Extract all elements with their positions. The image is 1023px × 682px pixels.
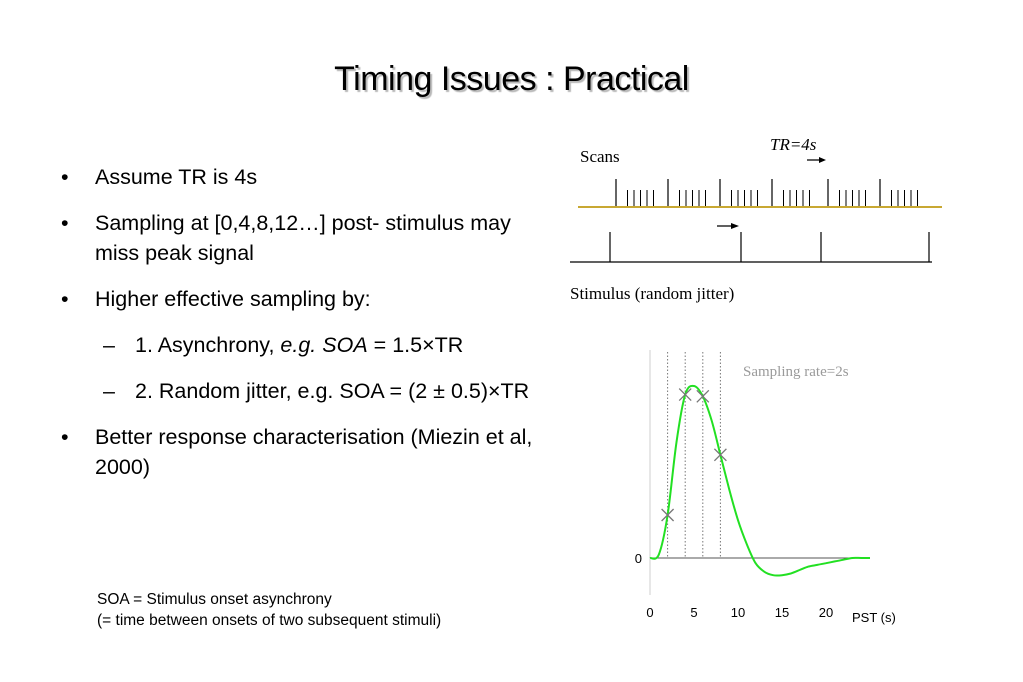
ratio-text: = 1.5×TR (373, 333, 464, 357)
x-tick-label: 10 (731, 605, 745, 620)
x-tick-label: 15 (775, 605, 789, 620)
scans-label: Scans (580, 147, 620, 166)
bullet-text: Better response characterisation (Miezin… (95, 425, 533, 479)
sample-markers (661, 388, 727, 522)
sub-bullet-text: 1. Asynchrony, (135, 333, 275, 357)
sample-marker (696, 389, 710, 403)
timeline-diagram: Scans TR=4s Stimulus (random jitter) (570, 135, 942, 303)
x-axis-label: PST (s) (852, 610, 896, 625)
bullet-item: • Sampling at [0,4,8,12…] post- stimulus… (55, 208, 555, 268)
footnote-line: SOA = Stimulus onset asynchrony (97, 591, 332, 608)
hrf-curve (649, 384, 870, 577)
bullet-marker: • (61, 211, 69, 235)
sample-marker (713, 448, 727, 462)
scan-ticks (615, 179, 918, 206)
bullet-item: • Higher effective sampling by: (55, 284, 555, 314)
stimulus-arrow (717, 223, 739, 229)
sub-bullet-item: – 2. Random jitter, e.g. SOA = (2 ± 0.5)… (55, 376, 555, 406)
bullet-marker: • (61, 287, 69, 311)
soa-text: SOA (322, 333, 368, 357)
hrf-chart: 0 5 10 15 20 0 Sampling rate=2s PST (s) (635, 350, 896, 625)
slide-title: Timing Issues : Practical (334, 60, 689, 98)
sub-bullet-item: – 1. Asynchrony, e.g. SOA = 1.5×TR (55, 330, 555, 360)
sub-bullet-marker: – (103, 379, 115, 403)
sub-bullet-marker: – (103, 333, 115, 357)
sample-marker (678, 388, 692, 402)
x-tick-labels: 0 5 10 15 20 (646, 605, 833, 620)
sampling-rate-annotation: Sampling rate=2s (743, 364, 849, 380)
x-tick-label: 20 (819, 605, 833, 620)
x-tick-label: 0 (646, 605, 653, 620)
stimulus-ticks (609, 232, 930, 262)
bullet-marker: • (61, 165, 69, 189)
bullet-text: Higher effective sampling by: (95, 287, 371, 311)
x-tick-label: 5 (690, 605, 697, 620)
bullet-item: • Better response characterisation (Miez… (55, 422, 555, 482)
bullet-list: • Assume TR is 4s • Sampling at [0,4,8,1… (55, 162, 555, 498)
bullet-item: • Assume TR is 4s (55, 162, 555, 192)
eg-text: e.g. (280, 333, 317, 357)
footnote: SOA = Stimulus onset asynchrony (= time … (97, 589, 441, 631)
sample-marker (661, 508, 675, 522)
tr-arrow (807, 157, 826, 163)
y-tick-label: 0 (635, 551, 642, 566)
tr-label: TR=4s (770, 135, 817, 154)
stimulus-label: Stimulus (random jitter) (570, 284, 734, 303)
sub-bullet-text: 2. Random jitter, e.g. SOA = (2 ± 0.5)×T… (135, 379, 530, 403)
bullet-text: Sampling at [0,4,8,12…] post- stimulus m… (95, 211, 511, 265)
footnote-line: (= time between onsets of two subsequent… (97, 612, 442, 629)
bullet-text: Assume TR is 4s (95, 165, 258, 189)
bullet-marker: • (61, 425, 69, 449)
